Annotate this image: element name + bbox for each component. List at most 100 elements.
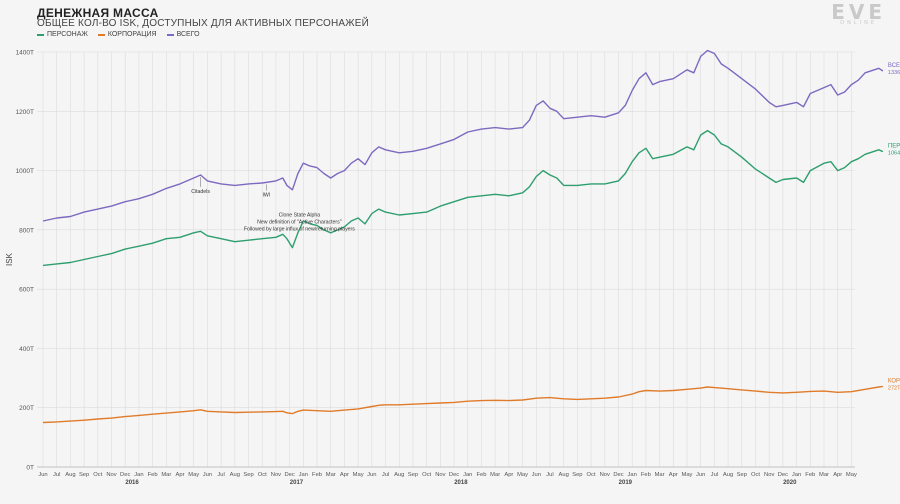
- x-tick-label: Dec: [449, 472, 459, 478]
- x-tick-label: Nov: [106, 472, 116, 478]
- x-tick-label: Mar: [161, 472, 171, 478]
- x-tick-label: Sep: [243, 472, 253, 478]
- x-tick-label: Aug: [230, 472, 240, 478]
- y-tick-label: 600T: [19, 287, 34, 294]
- y-tick-label: 0T: [26, 465, 34, 472]
- y-tick-label: 1200T: [16, 109, 34, 116]
- x-tick-label: Feb: [312, 472, 322, 478]
- legend-label-total: ВСЕГО: [176, 31, 200, 38]
- x-tick-label: Nov: [271, 472, 281, 478]
- series-end-label: ПЕРСОНАЖ: [888, 144, 900, 150]
- x-tick-label: Feb: [476, 472, 486, 478]
- x-tick-label: May: [846, 472, 857, 478]
- logo-subtext: ONLINE: [840, 20, 878, 26]
- legend-item-total: ВСЕГО: [166, 31, 200, 38]
- legend-swatch-total: [166, 33, 174, 36]
- x-tick-label: May: [353, 472, 364, 478]
- x-tick-label: Jul: [711, 472, 718, 478]
- y-tick-label: 800T: [19, 227, 34, 234]
- logo-text: EVE: [831, 0, 886, 24]
- x-tick-label: Jul: [382, 472, 389, 478]
- x-tick-label: Jul: [53, 472, 60, 478]
- annotation-text: New definition of "Active Characters": [257, 220, 342, 226]
- x-year-label: 2016: [125, 480, 139, 486]
- x-tick-label: Dec: [284, 472, 294, 478]
- y-tick-label: 200T: [19, 405, 34, 412]
- x-tick-label: Mar: [326, 472, 336, 478]
- x-tick-label: Aug: [559, 472, 569, 478]
- series-line-ПЕРСОНАЖ: [42, 129, 884, 267]
- x-tick-label: Apr: [504, 472, 513, 478]
- x-tick-label: Dec: [613, 472, 623, 478]
- series-line-КОРПОРАЦИЯ: [42, 385, 884, 424]
- x-tick-label: Aug: [65, 472, 75, 478]
- x-tick-label: Jan: [627, 472, 636, 478]
- x-tick-label: Jan: [299, 472, 308, 478]
- x-tick-label: Oct: [587, 472, 596, 478]
- legend: ПЕРСОНАЖ КОРПОРАЦИЯ ВСЕГО: [37, 31, 200, 38]
- annotation-text: IWI: [262, 192, 270, 198]
- x-tick-label: Mar: [655, 472, 665, 478]
- x-tick-label: Apr: [340, 472, 349, 478]
- x-tick-label: Sep: [408, 472, 418, 478]
- x-tick-label: Apr: [176, 472, 185, 478]
- x-tick-label: Jun: [696, 472, 705, 478]
- x-tick-label: Nov: [764, 472, 774, 478]
- legend-item-corporation: КОРПОРАЦИЯ: [97, 31, 157, 38]
- x-tick-label: Feb: [641, 472, 651, 478]
- plot-area: [37, 52, 855, 467]
- x-tick-label: Jun: [203, 472, 212, 478]
- x-tick-label: Oct: [422, 472, 431, 478]
- x-tick-label: May: [188, 472, 199, 478]
- x-tick-label: Feb: [148, 472, 158, 478]
- x-tick-label: Feb: [805, 472, 815, 478]
- x-tick-label: Dec: [778, 472, 788, 478]
- series-end-label: ВСЕГО: [888, 63, 900, 69]
- x-tick-label: Apr: [669, 472, 678, 478]
- x-tick-label: Nov: [600, 472, 610, 478]
- series-end-value: 272T: [888, 385, 900, 391]
- x-tick-label: Oct: [258, 472, 267, 478]
- x-year-label: 2020: [783, 480, 797, 486]
- y-tick-label: 1000T: [16, 168, 34, 175]
- x-tick-label: Jul: [217, 472, 224, 478]
- x-year-label: 2019: [619, 480, 633, 486]
- series-end-label: КОРПОРАЦИЯ: [888, 378, 900, 384]
- x-tick-label: Jun: [367, 472, 376, 478]
- x-tick-label: May: [517, 472, 528, 478]
- x-tick-label: Sep: [79, 472, 89, 478]
- x-tick-label: Jun: [38, 472, 47, 478]
- legend-item-character: ПЕРСОНАЖ: [37, 31, 88, 38]
- annotation-text: Citadels: [191, 189, 210, 195]
- x-tick-label: Aug: [394, 472, 404, 478]
- y-axis-label: ISK: [5, 252, 14, 266]
- legend-label-character: ПЕРСОНАЖ: [47, 31, 88, 38]
- x-tick-label: Jan: [134, 472, 143, 478]
- x-tick-label: Jan: [463, 472, 472, 478]
- grid: [37, 51, 855, 468]
- chart-title: ДЕНЕЖНАЯ МАССА: [37, 6, 159, 20]
- x-tick-label: Jan: [792, 472, 801, 478]
- x-tick-label: Jul: [546, 472, 553, 478]
- x-tick-label: Sep: [737, 472, 747, 478]
- legend-swatch-corporation: [97, 33, 105, 36]
- x-tick-label: Dec: [120, 472, 130, 478]
- x-tick-label: Aug: [723, 472, 733, 478]
- series-line-ВСЕГО: [42, 49, 884, 222]
- chart-subtitle: ОБЩЕЕ КОЛ-ВО ISK, ДОСТУПНЫХ ДЛЯ АКТИВНЫХ…: [37, 18, 369, 29]
- x-tick-label: Oct: [751, 472, 760, 478]
- x-tick-label: Sep: [572, 472, 582, 478]
- y-tick-label: 400T: [19, 346, 34, 353]
- annotation-text: Clone State Alpha: [279, 213, 321, 219]
- x-tick-label: Apr: [833, 472, 842, 478]
- x-tick-label: Mar: [490, 472, 500, 478]
- eve-online-logo: EVE ONLINE: [831, 2, 886, 26]
- x-year-label: 2017: [290, 480, 304, 486]
- x-year-label: 2018: [454, 480, 468, 486]
- series-end-value: 1336T: [888, 70, 900, 76]
- y-tick-label: 1400T: [16, 50, 34, 57]
- series-end-value: 1064T: [888, 151, 900, 157]
- x-tick-label: Oct: [93, 472, 102, 478]
- x-tick-label: May: [682, 472, 693, 478]
